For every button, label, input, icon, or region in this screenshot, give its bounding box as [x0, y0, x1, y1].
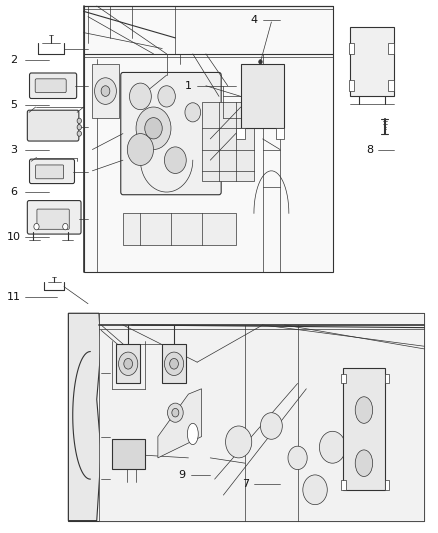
Text: 6: 6	[10, 187, 17, 197]
Ellipse shape	[355, 450, 373, 477]
Text: 2: 2	[10, 55, 18, 65]
Circle shape	[130, 83, 151, 110]
Circle shape	[119, 352, 138, 375]
FancyBboxPatch shape	[37, 209, 69, 229]
Text: 8: 8	[366, 144, 373, 155]
Bar	[162, 344, 186, 383]
Bar	[389, 43, 394, 54]
Bar	[349, 43, 354, 54]
Bar	[343, 368, 385, 490]
Bar	[349, 80, 354, 91]
Circle shape	[259, 60, 262, 64]
Circle shape	[34, 223, 39, 230]
FancyBboxPatch shape	[29, 159, 74, 183]
Text: 5: 5	[10, 100, 17, 110]
Circle shape	[319, 431, 346, 463]
Circle shape	[101, 86, 110, 96]
Polygon shape	[158, 389, 201, 458]
Bar	[92, 64, 119, 118]
Bar	[201, 102, 254, 181]
Bar	[276, 128, 285, 139]
Bar	[237, 128, 245, 139]
Bar	[99, 313, 424, 521]
Circle shape	[77, 125, 81, 130]
Text: 4: 4	[251, 15, 258, 26]
FancyBboxPatch shape	[27, 110, 79, 141]
Text: 11: 11	[7, 292, 21, 302]
Circle shape	[170, 359, 178, 369]
Circle shape	[185, 103, 201, 122]
Text: 9: 9	[178, 470, 185, 480]
Text: 10: 10	[7, 232, 21, 243]
Circle shape	[172, 408, 179, 417]
FancyBboxPatch shape	[35, 79, 66, 93]
Circle shape	[127, 134, 153, 165]
Bar	[385, 480, 389, 490]
Circle shape	[77, 118, 81, 124]
Text: 3: 3	[10, 144, 17, 155]
Bar	[350, 27, 394, 96]
Polygon shape	[68, 313, 101, 521]
Bar	[117, 344, 141, 383]
Ellipse shape	[187, 423, 198, 445]
Bar	[68, 313, 424, 521]
FancyBboxPatch shape	[27, 200, 81, 234]
Bar	[112, 439, 145, 469]
Circle shape	[261, 413, 283, 439]
Circle shape	[164, 147, 186, 173]
FancyBboxPatch shape	[29, 73, 77, 99]
Bar	[341, 374, 346, 383]
FancyBboxPatch shape	[35, 165, 64, 179]
Circle shape	[288, 446, 307, 470]
Circle shape	[124, 359, 133, 369]
Text: 7: 7	[242, 480, 249, 489]
Circle shape	[145, 118, 162, 139]
Circle shape	[77, 131, 81, 136]
Bar	[123, 213, 237, 245]
Text: 1: 1	[185, 81, 192, 91]
Circle shape	[63, 223, 68, 230]
FancyBboxPatch shape	[121, 72, 221, 195]
Bar	[241, 64, 285, 128]
Circle shape	[136, 107, 171, 150]
Ellipse shape	[355, 397, 373, 423]
Circle shape	[167, 403, 183, 422]
Bar	[341, 480, 346, 490]
Circle shape	[226, 426, 252, 458]
Bar	[385, 374, 389, 383]
Bar	[84, 6, 332, 272]
Circle shape	[164, 352, 184, 375]
Circle shape	[158, 86, 175, 107]
Bar	[389, 80, 394, 91]
Circle shape	[303, 475, 327, 505]
Circle shape	[95, 78, 117, 104]
